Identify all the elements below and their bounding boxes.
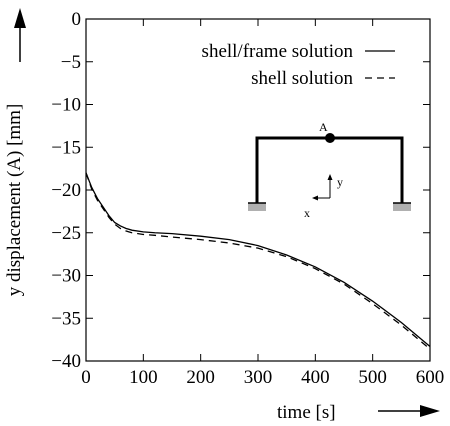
x-tick-label: 400 [301,367,330,388]
axis-ticks [85,18,431,362]
legend-label-shell: shell solution [251,68,353,89]
x-axis-arrow [378,405,440,417]
axis-y-arrowhead [327,174,333,180]
legend: shell/frame solution shell solution [202,41,395,89]
axis-tick-labels: 0 100 200 300 400 500 600 0 −5 −10 −15 −20 −25 −30 −35… [51,9,444,388]
y-tick-label: −15 [51,137,81,158]
x-tick-label: 0 [81,367,91,388]
series-line-shell [85,172,431,350]
point-a-label: A [319,120,328,134]
left-support [248,203,266,211]
series-line-shell-frame [85,172,431,347]
axis-x-arrowhead [312,195,318,201]
x-axis-label: time [s] [277,402,336,423]
series-lines [85,172,431,350]
y-tick-label: −30 [51,266,81,287]
legend-label-shell-frame: shell/frame solution [202,41,354,62]
y-tick-label: −25 [51,223,81,244]
point-a-marker [325,133,335,143]
x-tick-label: 600 [416,367,445,388]
y-tick-label: −40 [51,351,81,372]
y-tick-label: −35 [51,308,81,329]
frame-structure-diagram: A y x [248,120,411,220]
x-tick-label: 100 [129,367,158,388]
y-tick-label: 0 [72,9,82,30]
y-axis-label: y displacement (A) [mm] [4,104,25,297]
x-tick-label: 200 [186,367,215,388]
x-tick-label: 500 [358,367,387,388]
y-axis-arrow [14,8,26,62]
y-tick-label: −10 [51,95,81,116]
y-tick-label: −5 [61,52,81,73]
axis-y-label: y [337,175,343,189]
x-tick-label: 300 [244,367,273,388]
axis-x-label: x [304,206,310,220]
y-tick-label: −20 [51,180,81,201]
right-support [393,203,411,211]
